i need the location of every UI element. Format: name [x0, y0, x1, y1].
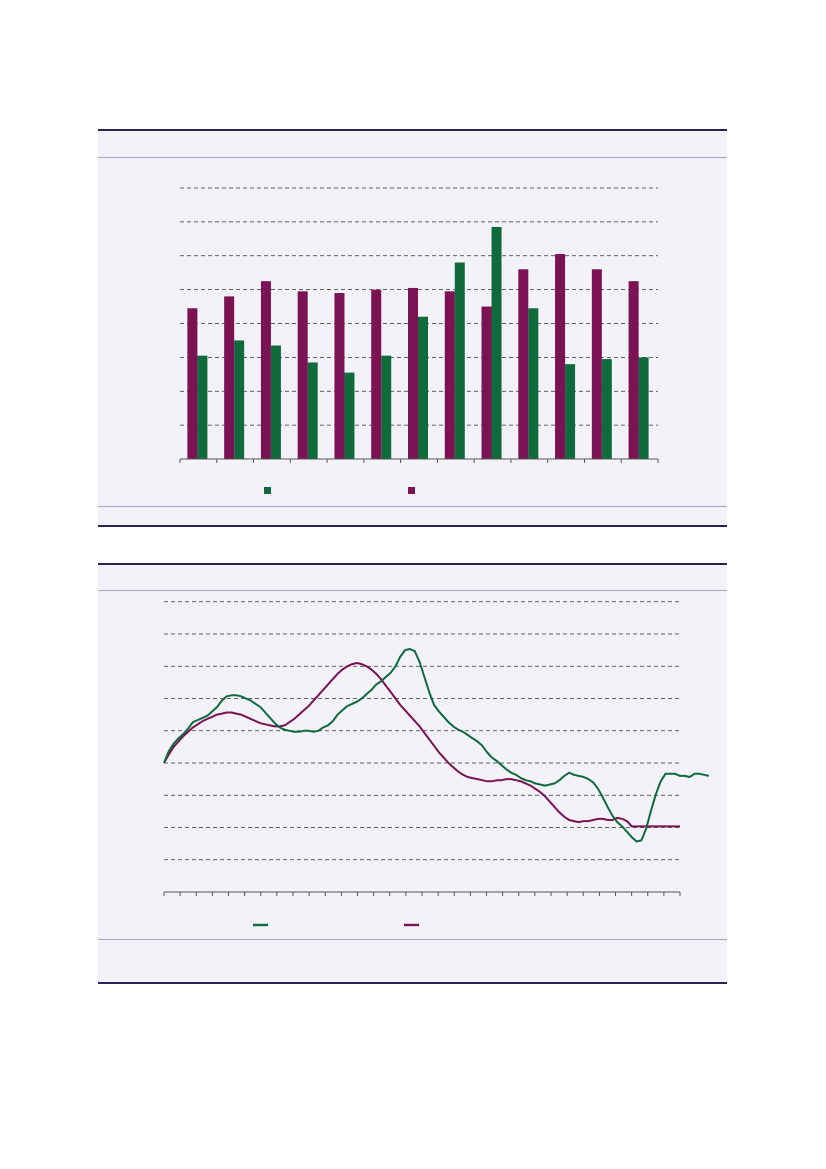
bar-series-2-5	[334, 293, 345, 459]
footer-divider	[98, 939, 727, 940]
bar-series-1-6	[381, 355, 392, 459]
line-series-1	[163, 648, 710, 843]
bar-series-2-7	[408, 287, 418, 459]
bar-series-2-8	[444, 291, 455, 459]
bar-series-1-2	[234, 340, 245, 459]
bar-series-1-7	[418, 316, 428, 459]
header-divider	[98, 590, 727, 591]
panel-top-rule	[98, 563, 727, 565]
bar-series-1-13	[638, 357, 649, 459]
bar-series-1-11	[565, 364, 576, 459]
legend-swatch-series-1	[264, 487, 271, 494]
panel-top-rule	[98, 129, 727, 131]
bar-series-1-4	[307, 362, 318, 459]
bar-series-1-10	[528, 308, 539, 459]
legend-swatch-series-2	[408, 487, 415, 494]
bar-series-1-5	[344, 372, 355, 459]
bar-series-2-13	[628, 281, 639, 459]
bar-series-2-4	[297, 291, 308, 459]
chart-panel-1	[98, 129, 727, 527]
bar-series-2-9	[481, 306, 492, 459]
bar-series-1-12	[601, 359, 612, 459]
line-chart	[163, 601, 710, 927]
bar-series-2-10	[518, 269, 529, 459]
bar-series-1-1	[197, 355, 208, 459]
header-divider	[98, 157, 727, 158]
bar-series-2-12	[591, 269, 602, 459]
bar-series-2-6	[371, 289, 382, 459]
footer-divider	[98, 506, 727, 507]
panel-bottom-rule	[98, 982, 727, 984]
line-series-2	[163, 662, 680, 828]
bar-series-2-11	[555, 254, 566, 459]
panel-bottom-rule	[98, 525, 727, 527]
bar-series-2-3	[260, 281, 271, 459]
bar-series-1-8	[454, 262, 465, 459]
bar-series-1-9	[491, 226, 502, 459]
bar-series-2-2	[224, 296, 235, 459]
bar-series-2-1	[187, 308, 198, 459]
bar-chart	[179, 187, 659, 494]
chart-panel-2	[98, 563, 727, 984]
bar-series-1-3	[270, 345, 281, 459]
